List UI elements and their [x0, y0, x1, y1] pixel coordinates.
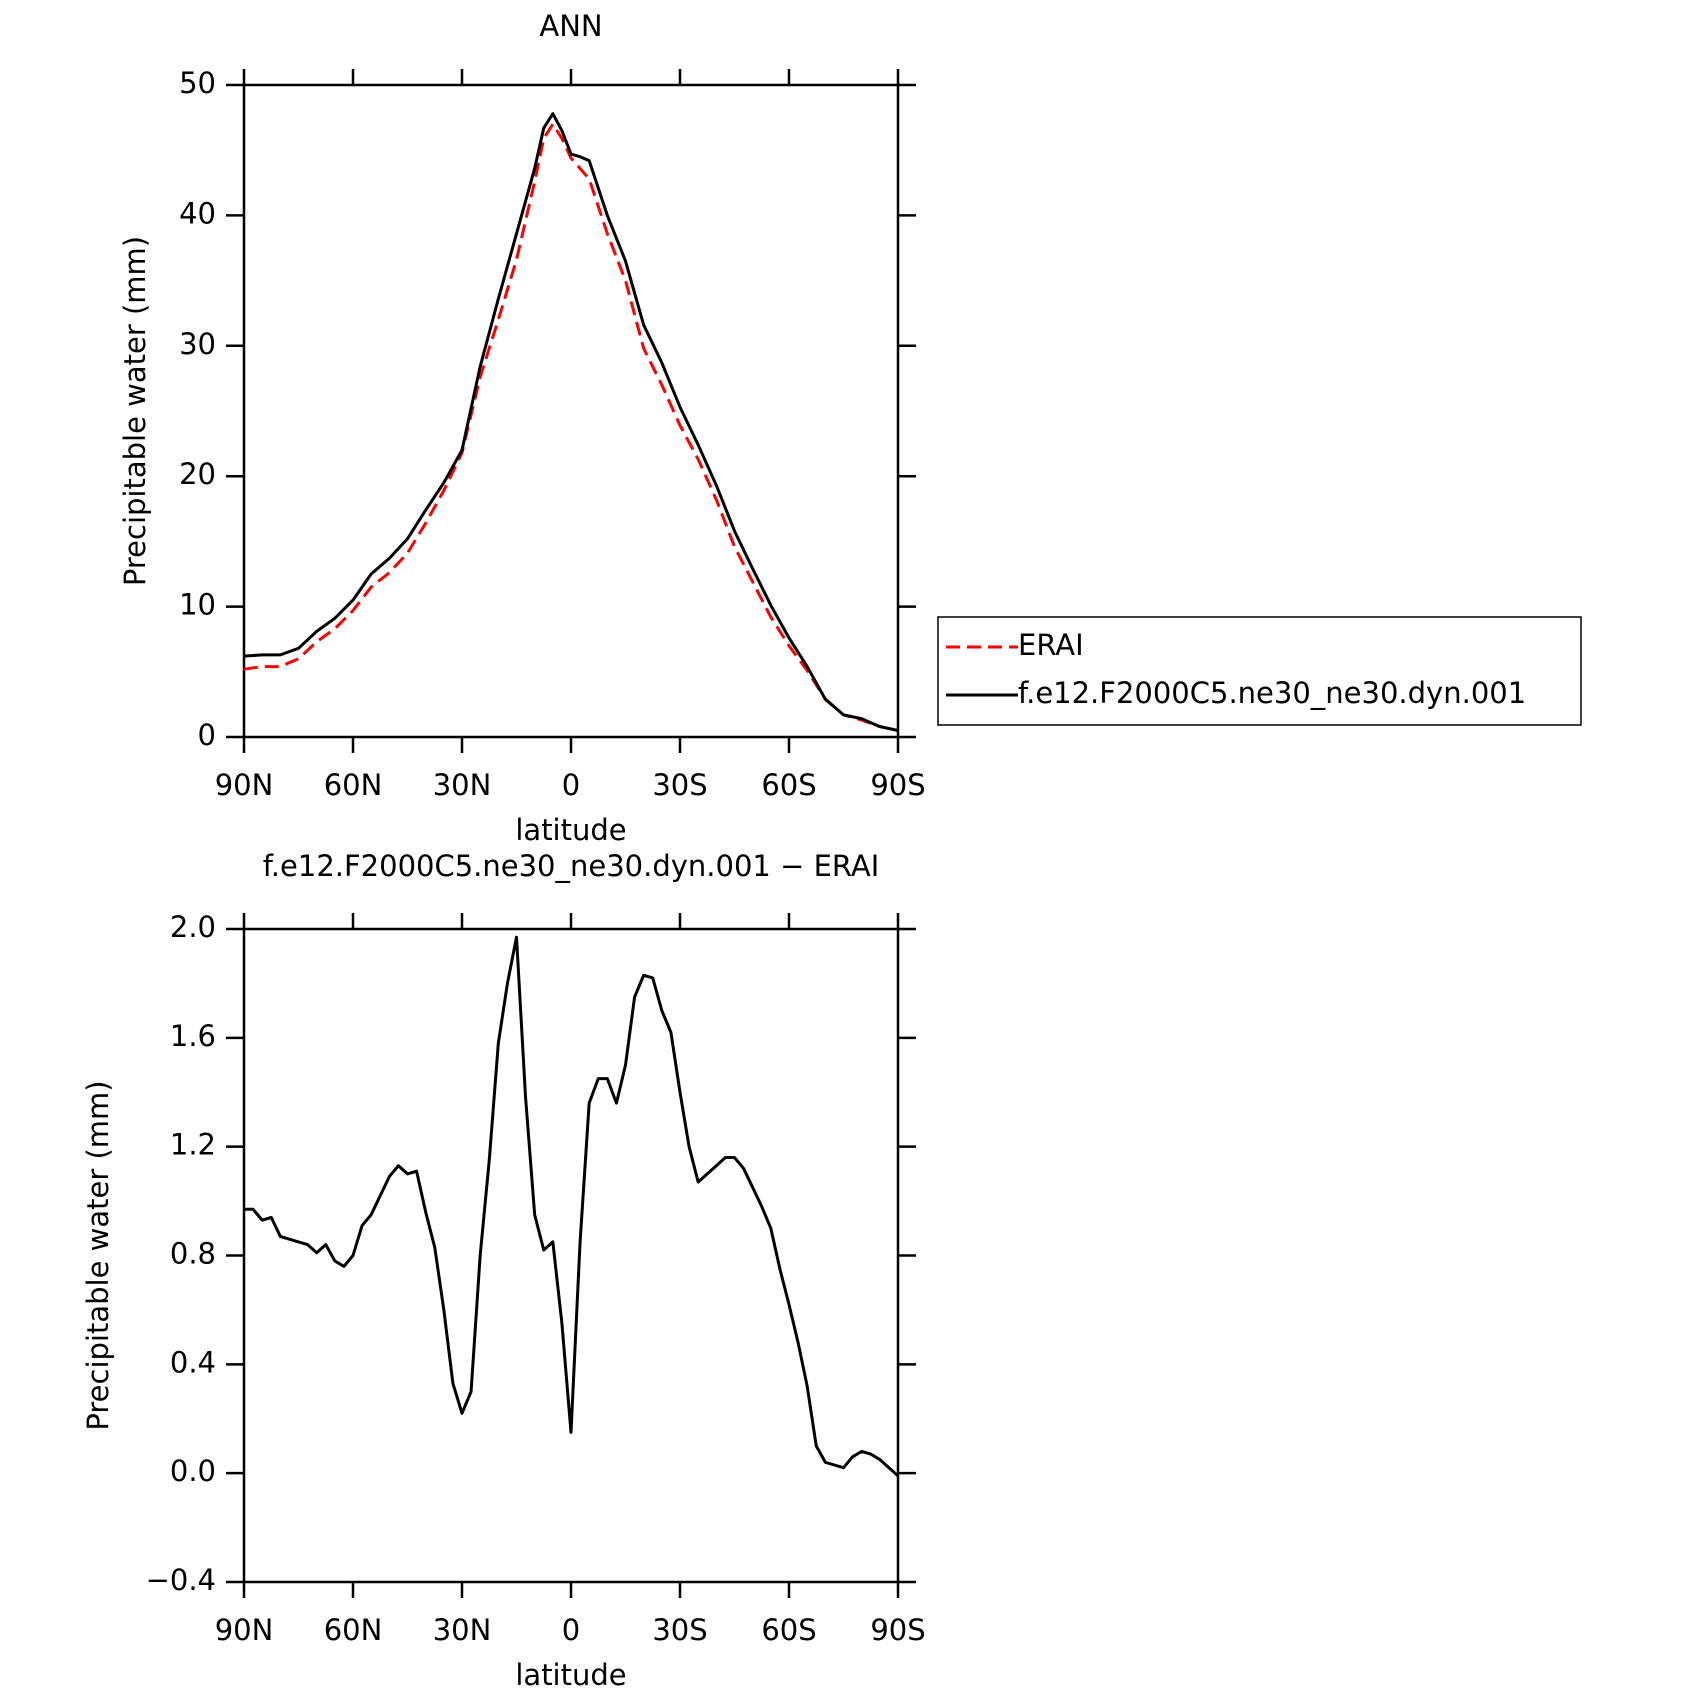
- y-axis-label: Precipitable water (mm): [81, 1080, 115, 1430]
- chart-title: ANN: [539, 9, 602, 43]
- y-tick-label: 30: [179, 327, 216, 361]
- y-tick-label: 10: [179, 588, 216, 622]
- chart-title: f.e12.F2000C5.ne30_ne30.dyn.001 − ERAI: [263, 849, 880, 883]
- y-tick-label: −0.4: [146, 1563, 216, 1597]
- x-tick-label: 60N: [324, 1613, 383, 1647]
- legend: ERAI f.e12.F2000C5.ne30_ne30.dyn.001: [937, 616, 1582, 726]
- x-tick-label: 0: [562, 1613, 580, 1647]
- x-tick-label: 90N: [215, 1613, 274, 1647]
- plot-frame: [242, 927, 900, 1584]
- y-tick-label: 0: [198, 718, 216, 752]
- x-tick-label: 30S: [652, 768, 707, 802]
- legend-label: ERAI: [1018, 628, 1084, 662]
- x-tick-label: 90N: [215, 768, 274, 802]
- legend-label: f.e12.F2000C5.ne30_ne30.dyn.001: [1018, 676, 1526, 710]
- data-line: [243, 122, 899, 732]
- y-tick-label: 1.6: [170, 1019, 216, 1053]
- y-tick-label: 1.2: [170, 1128, 216, 1162]
- x-tick-label: 60S: [761, 1613, 816, 1647]
- data-line: [243, 112, 899, 732]
- x-axis-label: latitude: [515, 813, 626, 847]
- y-tick-label: 0.8: [170, 1237, 216, 1271]
- y-tick-label: 40: [179, 196, 216, 230]
- x-tick-label: 30N: [433, 1613, 492, 1647]
- x-tick-label: 60N: [324, 768, 383, 802]
- y-tick-label: 50: [179, 66, 216, 100]
- x-tick-label: 30N: [433, 768, 492, 802]
- data-line: [244, 935, 900, 1478]
- x-tick-label: 90S: [870, 768, 925, 802]
- legend-box: [937, 616, 1582, 726]
- y-tick-label: 0.0: [170, 1454, 216, 1488]
- x-tick-label: 30S: [652, 1613, 707, 1647]
- plot-frame: [242, 83, 900, 739]
- y-tick-label: 0.4: [170, 1345, 216, 1379]
- y-tick-label: 2.0: [170, 910, 216, 944]
- x-tick-label: 60S: [761, 768, 816, 802]
- y-axis-label: Precipitable water (mm): [118, 236, 152, 586]
- y-tick-label: 20: [179, 457, 216, 491]
- x-tick-label: 90S: [870, 1613, 925, 1647]
- x-axis-label: latitude: [515, 1658, 626, 1692]
- x-tick-label: 0: [562, 768, 580, 802]
